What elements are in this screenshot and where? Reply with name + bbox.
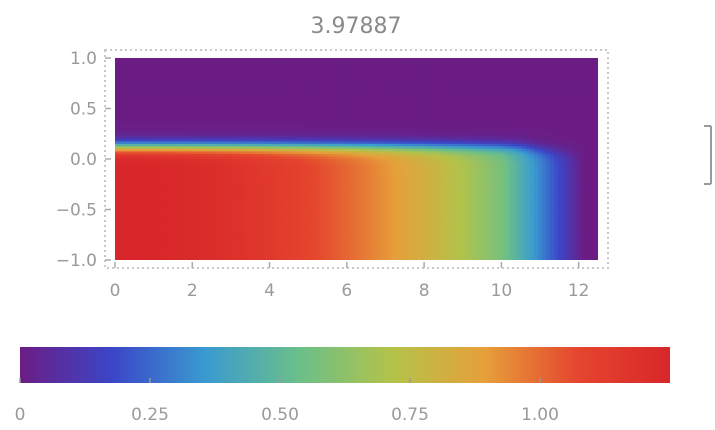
chart-title: 3.97887 bbox=[311, 14, 402, 39]
heatmap-cells bbox=[115, 58, 599, 261]
